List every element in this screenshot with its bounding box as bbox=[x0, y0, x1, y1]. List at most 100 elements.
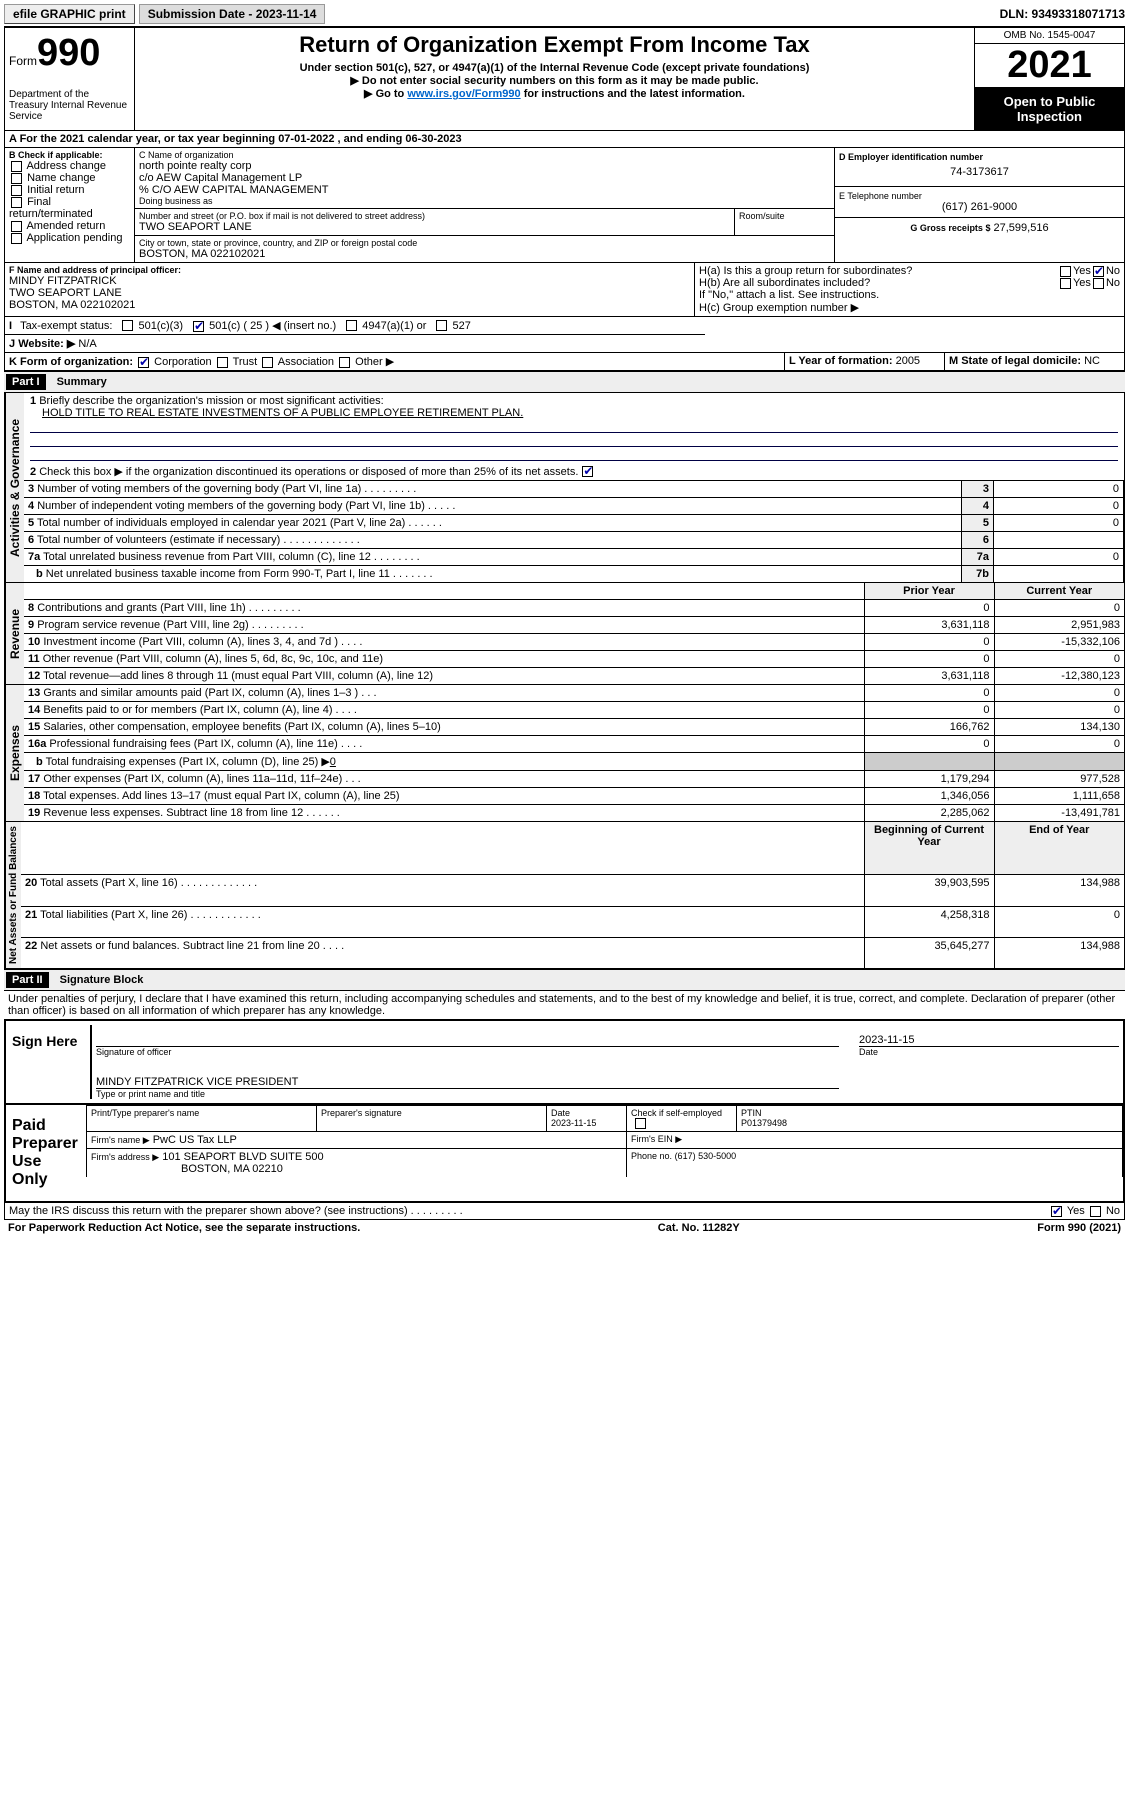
cb-trust[interactable]: Trust bbox=[215, 356, 258, 368]
form-number: 990 bbox=[37, 32, 100, 74]
m-label: M State of legal domicile: bbox=[949, 355, 1081, 367]
p15: 166,762 bbox=[864, 719, 994, 736]
paperwork-notice: For Paperwork Reduction Act Notice, see … bbox=[8, 1222, 360, 1234]
c14: 0 bbox=[994, 702, 1124, 719]
self-emp-check[interactable]: Check if self-employed bbox=[627, 1106, 737, 1132]
q2: Check this box ▶ if the organization dis… bbox=[39, 466, 578, 478]
cb-527[interactable]: 527 bbox=[434, 320, 470, 332]
street-label: Number and street (or P.O. box if mail i… bbox=[139, 211, 730, 221]
tax-exempt-label: Tax-exempt status: bbox=[20, 320, 112, 332]
p11: 0 bbox=[864, 651, 994, 668]
cb-ha-yes[interactable]: Yes bbox=[1058, 265, 1091, 277]
cb-4947[interactable]: 4947(a)(1) or bbox=[344, 320, 426, 332]
cb-discuss-yes[interactable]: Yes bbox=[1049, 1205, 1085, 1217]
c18: 1,111,658 bbox=[994, 788, 1124, 805]
declaration: Under penalties of perjury, I declare th… bbox=[4, 991, 1125, 1019]
hb-label: H(b) Are all subordinates included? bbox=[699, 277, 1058, 289]
efile-button[interactable]: efile GRAPHIC print bbox=[4, 4, 135, 24]
g-label: G Gross receipts $ bbox=[910, 223, 990, 233]
c-label: C Name of organization bbox=[139, 150, 830, 160]
v7b bbox=[994, 566, 1124, 583]
p16a: 0 bbox=[864, 736, 994, 753]
q14: Benefits paid to or for members (Part IX… bbox=[43, 704, 357, 716]
firm-name-label: Firm's name ▶ bbox=[91, 1135, 150, 1145]
org-name-1: north pointe realty corp bbox=[139, 160, 830, 172]
section-fh: F Name and address of principal officer:… bbox=[4, 263, 1125, 317]
cb-hb-yes[interactable]: Yes bbox=[1058, 277, 1091, 289]
p14: 0 bbox=[864, 702, 994, 719]
firm-name: PwC US Tax LLP bbox=[153, 1134, 237, 1146]
f-label: F Name and address of principal officer: bbox=[9, 265, 690, 275]
sig-date: 2023-11-15 bbox=[859, 1034, 914, 1046]
current-year-hdr: Current Year bbox=[994, 583, 1124, 600]
c22: 134,988 bbox=[994, 938, 1124, 969]
cb-corp[interactable]: Corporation bbox=[136, 356, 212, 368]
p17: 1,179,294 bbox=[864, 771, 994, 788]
d-label: D Employer identification number bbox=[839, 152, 1120, 162]
form-header: Form990 Department of the Treasury Inter… bbox=[4, 27, 1125, 131]
cb-501c3[interactable]: 501(c)(3) bbox=[120, 320, 183, 332]
firm-phone: (617) 530-5000 bbox=[675, 1151, 737, 1161]
year-formed: 2005 bbox=[896, 355, 920, 367]
subtitle-2: ▶ Do not enter social security numbers o… bbox=[143, 74, 966, 87]
cb-addr-change[interactable]: Address change bbox=[9, 160, 130, 172]
p9: 3,631,118 bbox=[864, 617, 994, 634]
firm-ein-label: Firm's EIN ▶ bbox=[627, 1132, 1123, 1149]
cb-final[interactable]: Final return/terminated bbox=[9, 196, 130, 220]
firm-addr: 101 SEAPORT BLVD SUITE 500 bbox=[162, 1151, 323, 1163]
cb-app-pending[interactable]: Application pending bbox=[9, 232, 130, 244]
section-klm: K Form of organization: Corporation Trus… bbox=[4, 353, 1125, 371]
q3: Number of voting members of the governin… bbox=[37, 483, 416, 495]
i-label: I bbox=[9, 320, 12, 332]
omb-number: OMB No. 1545-0047 bbox=[975, 28, 1124, 44]
irs-discuss-row: May the IRS discuss this return with the… bbox=[4, 1203, 1125, 1220]
ptin: P01379498 bbox=[741, 1118, 1118, 1128]
q7a: Total unrelated business revenue from Pa… bbox=[43, 551, 420, 563]
q9: Program service revenue (Part VIII, line… bbox=[37, 619, 304, 631]
cb-ha-no[interactable]: No bbox=[1091, 265, 1120, 277]
boy-hdr: Beginning of Current Year bbox=[864, 822, 994, 875]
sign-here-block: Sign Here Signature of officer MINDY FIT… bbox=[4, 1019, 1125, 1105]
q16a: Professional fundraising fees (Part IX, … bbox=[49, 738, 362, 750]
ptin-label: PTIN bbox=[741, 1108, 1118, 1118]
sig-date-label: Date bbox=[859, 1047, 1119, 1057]
v6 bbox=[994, 532, 1124, 549]
p8: 0 bbox=[864, 600, 994, 617]
b-label: B Check if applicable: bbox=[9, 150, 130, 160]
c20: 134,988 bbox=[994, 875, 1124, 906]
cb-name-change[interactable]: Name change bbox=[9, 172, 130, 184]
org-name-3: % C/O AEW CAPITAL MANAGEMENT bbox=[139, 184, 830, 196]
firm-addr-label: Firm's address ▶ bbox=[91, 1152, 159, 1162]
c15: 134,130 bbox=[994, 719, 1124, 736]
dept-label: Department of the Treasury Internal Reve… bbox=[9, 89, 130, 122]
q12: Total revenue—add lines 8 through 11 (mu… bbox=[43, 670, 433, 682]
vlabel-netassets: Net Assets or Fund Balances bbox=[5, 822, 21, 968]
cb-initial[interactable]: Initial return bbox=[9, 184, 130, 196]
v4: 0 bbox=[994, 498, 1124, 515]
cb-amended[interactable]: Amended return bbox=[9, 220, 130, 232]
q8: Contributions and grants (Part VIII, lin… bbox=[37, 602, 301, 614]
sign-here-label: Sign Here bbox=[6, 1021, 86, 1103]
irs-link[interactable]: www.irs.gov/Form990 bbox=[407, 88, 520, 100]
p10: 0 bbox=[864, 634, 994, 651]
page-footer: For Paperwork Reduction Act Notice, see … bbox=[4, 1220, 1125, 1236]
c8: 0 bbox=[994, 600, 1124, 617]
c10: -15,332,106 bbox=[994, 634, 1124, 651]
part2-header: Part II Signature Block bbox=[4, 969, 1125, 991]
l-label: L Year of formation: bbox=[789, 355, 893, 367]
c17: 977,528 bbox=[994, 771, 1124, 788]
city-label: City or town, state or province, country… bbox=[139, 238, 830, 248]
q11: Other revenue (Part VIII, column (A), li… bbox=[43, 653, 383, 665]
officer-name-title: MINDY FITZPATRICK VICE PRESIDENT bbox=[96, 1076, 298, 1088]
cb-hb-no[interactable]: No bbox=[1091, 277, 1120, 289]
vlabel-expenses: Expenses bbox=[5, 685, 24, 821]
cb-discuss-no[interactable]: No bbox=[1088, 1205, 1120, 1217]
hc-label: H(c) Group exemption number ▶ bbox=[699, 301, 1120, 314]
prep-date-label: Date bbox=[551, 1108, 622, 1118]
cb-other[interactable]: Other ▶ bbox=[337, 356, 394, 368]
q1: Briefly describe the organization's miss… bbox=[39, 395, 383, 407]
eoy-hdr: End of Year bbox=[994, 822, 1124, 875]
cb-assoc[interactable]: Association bbox=[260, 356, 334, 368]
dba-label: Doing business as bbox=[139, 196, 830, 206]
cb-501c[interactable]: 501(c) ( 25 ) ◀ (insert no.) bbox=[191, 319, 336, 332]
